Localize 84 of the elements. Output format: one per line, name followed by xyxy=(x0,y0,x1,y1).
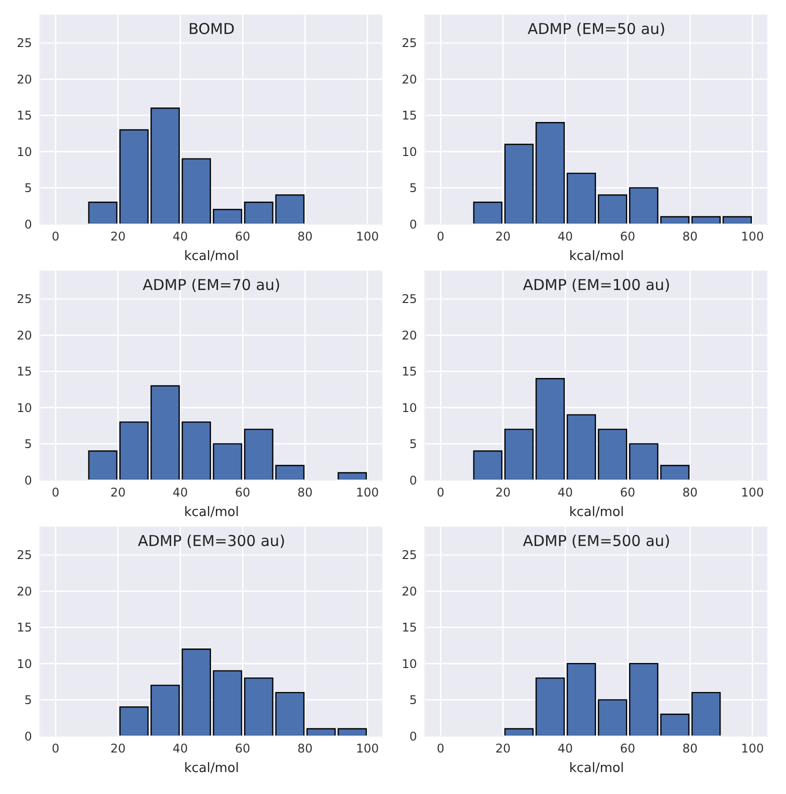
x-tick-label: 80 xyxy=(682,742,698,756)
x-tick-label: 60 xyxy=(620,230,636,244)
y-tick-label: 0 xyxy=(24,217,32,232)
x-tick-label: 60 xyxy=(235,230,250,244)
y-tick-label: 20 xyxy=(402,328,417,342)
x-tick-label: 20 xyxy=(110,742,126,756)
y-tick-label: 15 xyxy=(402,364,417,379)
x-tick-label: 0 xyxy=(436,230,444,244)
y-tick-label: 5 xyxy=(409,693,417,708)
y-tick-label: 10 xyxy=(402,656,417,671)
x-tick-label: 60 xyxy=(235,486,250,500)
x-tick-label: 20 xyxy=(495,486,511,500)
text: ADMP (EM=300 au) xyxy=(136,532,286,550)
x-tick-label: 0 xyxy=(436,742,444,756)
y-tick-label: 20 xyxy=(402,584,417,598)
y-tick-label: 15 xyxy=(16,620,32,635)
x-tick-label: 0 xyxy=(52,486,60,500)
x-tick-label: 20 xyxy=(495,230,511,244)
y-tick-label: 10 xyxy=(16,144,32,159)
x-tick-label: 80 xyxy=(682,230,698,244)
x-tick-label: 0 xyxy=(52,230,60,244)
y-tick-label: 5 xyxy=(24,437,32,452)
text: ADMP (EM=100 au) xyxy=(522,276,672,294)
x-axis-title: kcal/mol xyxy=(569,505,624,520)
y-tick-label: 10 xyxy=(16,400,32,415)
text: ADMP (EM=500 au) xyxy=(522,532,672,550)
y-tick-label: 10 xyxy=(16,656,32,671)
x-axis-title: kcal/mol xyxy=(184,505,239,520)
y-tick-label: 5 xyxy=(24,693,32,708)
x-axis-title: kcal/mol xyxy=(184,249,239,264)
x-tick-label: 80 xyxy=(682,486,698,500)
y-tick-label: 20 xyxy=(16,328,32,342)
y-tick-label: 25 xyxy=(402,548,417,562)
y-tick-label: 20 xyxy=(16,72,32,86)
x-tick-label: 40 xyxy=(172,486,188,500)
x-tick-label: 100 xyxy=(356,486,379,500)
x-axis-title: kcal/mol xyxy=(569,249,624,264)
x-tick-label: 40 xyxy=(172,230,188,244)
x-tick-label: 20 xyxy=(110,230,126,244)
x-tick-label: 0 xyxy=(436,486,444,500)
y-tick-label: 0 xyxy=(24,729,32,744)
text: BOMD xyxy=(187,20,236,38)
x-tick-label: 20 xyxy=(495,742,511,756)
y-tick-label: 20 xyxy=(402,72,417,86)
y-tick-label: 15 xyxy=(16,108,32,123)
y-tick-label: 20 xyxy=(16,584,32,598)
x-tick-label: 100 xyxy=(740,742,764,756)
y-tick-label: 10 xyxy=(402,144,417,159)
x-tick-label: 40 xyxy=(172,742,188,756)
x-tick-label: 100 xyxy=(356,230,379,244)
x-tick-label: 80 xyxy=(297,230,313,244)
x-axis-title: kcal/mol xyxy=(569,761,624,776)
x-tick-label: 40 xyxy=(558,230,573,244)
x-tick-label: 0 xyxy=(52,742,60,756)
x-tick-label: 60 xyxy=(235,742,250,756)
x-tick-label: 20 xyxy=(110,486,126,500)
y-tick-label: 25 xyxy=(16,548,32,562)
x-tick-label: 60 xyxy=(620,486,636,500)
y-tick-label: 10 xyxy=(402,400,417,415)
y-tick-label: 25 xyxy=(16,292,32,306)
x-tick-label: 80 xyxy=(297,486,313,500)
text: ADMP (EM=50 au) xyxy=(526,20,666,38)
x-tick-label: 80 xyxy=(297,742,313,756)
x-axis-title: kcal/mol xyxy=(184,761,239,776)
y-tick-label: 0 xyxy=(409,217,417,232)
y-tick-label: 25 xyxy=(402,292,417,306)
y-tick-label: 5 xyxy=(409,181,417,196)
x-tick-label: 40 xyxy=(558,486,573,500)
x-tick-label: 100 xyxy=(740,230,764,244)
x-tick-label: 40 xyxy=(558,742,573,756)
y-tick-label: 25 xyxy=(16,36,32,50)
x-tick-label: 100 xyxy=(740,486,764,500)
x-tick-label: 100 xyxy=(356,742,379,756)
y-tick-label: 0 xyxy=(24,473,32,488)
y-tick-label: 5 xyxy=(24,181,32,196)
y-tick-label: 25 xyxy=(402,36,417,50)
y-tick-label: 5 xyxy=(409,437,417,452)
text: ADMP (EM=70 au) xyxy=(142,276,282,294)
y-tick-label: 15 xyxy=(16,364,32,379)
y-tick-label: 0 xyxy=(409,473,417,488)
y-tick-label: 0 xyxy=(409,729,417,744)
x-tick-label: 60 xyxy=(620,742,636,756)
y-tick-label: 15 xyxy=(402,108,417,123)
y-tick-label: 15 xyxy=(402,620,417,635)
